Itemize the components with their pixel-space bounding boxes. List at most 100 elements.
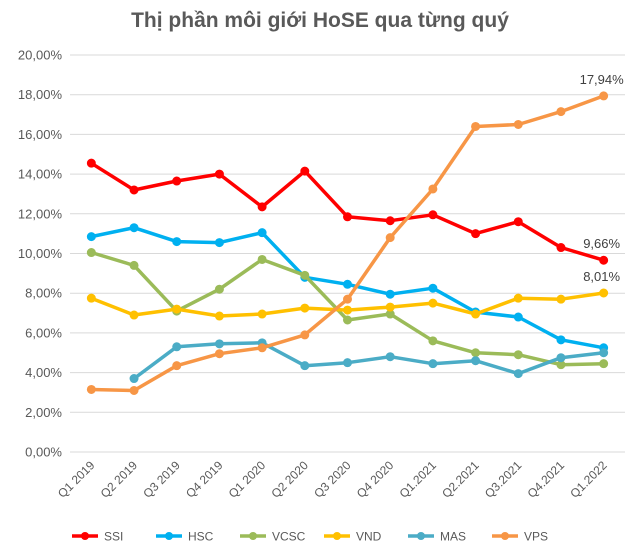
y-tick-label: 16,00% (18, 127, 63, 142)
y-tick-label: 4,00% (25, 365, 62, 380)
data-point (300, 303, 310, 313)
data-point (257, 343, 267, 353)
data-point (343, 305, 352, 315)
x-axis-ticks: Q1 2019 Q2 2019 Q3 2019 Q4 2019 Q1 2020 Q2 20… (55, 458, 610, 501)
data-point (513, 350, 523, 360)
data-point (129, 260, 139, 270)
data-point (556, 335, 566, 345)
y-tick-label: 20,00% (18, 48, 63, 63)
data-point (257, 202, 267, 212)
data-point (86, 248, 96, 258)
data-point (385, 289, 395, 299)
data-point (556, 107, 566, 117)
data-label: 17,94% (580, 72, 625, 87)
data-point (214, 284, 224, 294)
y-tick-label: 18,00% (18, 87, 63, 102)
data-point (86, 158, 96, 168)
data-point (257, 254, 267, 264)
series-vps (86, 91, 609, 395)
data-point (599, 91, 609, 101)
data-point (343, 212, 352, 222)
x-tick-label: Q2 2019 (98, 458, 141, 501)
x-tick-label: Q4.2021 (525, 458, 568, 501)
data-point (471, 309, 481, 319)
legend-swatch-marker (81, 532, 89, 540)
data-point (385, 302, 395, 312)
data-point (172, 361, 182, 371)
data-point (343, 294, 352, 304)
data-point (172, 176, 182, 186)
data-point (214, 169, 224, 179)
data-point (385, 233, 395, 243)
data-point (556, 294, 566, 304)
data-point (385, 216, 395, 226)
x-tick-label: Q2.2021 (439, 458, 482, 501)
data-point (214, 311, 224, 321)
data-point (129, 385, 139, 395)
data-point (471, 121, 481, 131)
data-point (428, 359, 438, 369)
data-point (343, 358, 352, 368)
y-tick-label: 2,00% (25, 405, 62, 420)
x-tick-label: Q2 2020 (268, 458, 311, 501)
data-label: 9,66% (583, 236, 620, 251)
data-point (86, 293, 96, 303)
data-point (86, 232, 96, 242)
data-point (513, 217, 523, 227)
data-point (257, 228, 267, 238)
data-point (599, 255, 609, 265)
legend-label: MAS (440, 530, 466, 544)
legend: SSI HSC VCSC VND MAS VPS (72, 530, 548, 544)
series-vnd (86, 288, 609, 321)
legend-label: HSC (188, 530, 214, 544)
chart-title: Thị phần môi giới HoSE qua từng quý (131, 9, 509, 32)
data-point (471, 229, 481, 239)
data-labels: 17,94% 9,66% 8,01% (580, 72, 625, 284)
data-point (343, 315, 352, 325)
x-tick-label: Q3 2019 (140, 458, 183, 501)
legend-item-hsc: HSC (156, 530, 214, 544)
gridlines (70, 54, 625, 453)
data-point (471, 348, 481, 358)
series-ssi (86, 158, 609, 265)
data-point (513, 312, 523, 322)
x-tick-label: Q1.2021 (397, 458, 440, 501)
legend-item-ssi: SSI (72, 530, 123, 544)
data-point (513, 293, 523, 303)
data-point (129, 223, 139, 233)
data-point (428, 184, 438, 194)
legend-label: SSI (104, 530, 123, 544)
data-point (385, 352, 395, 362)
x-tick-label: Q4 2019 (183, 458, 226, 501)
data-point (513, 369, 523, 379)
data-point (513, 119, 523, 129)
series-line-vps (89, 94, 606, 393)
data-point (471, 356, 481, 366)
legend-swatch-marker (165, 532, 173, 540)
y-tick-label: 10,00% (18, 246, 63, 261)
series-line-mas (132, 341, 606, 381)
y-tick-label: 8,00% (25, 286, 62, 301)
series-hsc (86, 223, 609, 353)
data-point (214, 349, 224, 359)
data-point (300, 166, 310, 176)
data-point (556, 353, 566, 363)
data-point (599, 348, 609, 358)
series-line-ssi (89, 161, 606, 262)
y-tick-label: 0,00% (25, 445, 62, 460)
data-point (257, 309, 267, 319)
series-lines (86, 91, 609, 395)
data-point (214, 339, 224, 349)
data-point (599, 288, 609, 298)
data-point (300, 361, 310, 371)
data-label: 8,01% (583, 269, 620, 284)
data-point (599, 359, 609, 369)
data-point (556, 243, 566, 253)
legend-swatch-marker (249, 532, 257, 540)
series-mas (129, 338, 609, 384)
data-point (86, 384, 96, 394)
data-point (172, 342, 182, 352)
data-point (129, 374, 139, 384)
data-point (172, 237, 182, 247)
